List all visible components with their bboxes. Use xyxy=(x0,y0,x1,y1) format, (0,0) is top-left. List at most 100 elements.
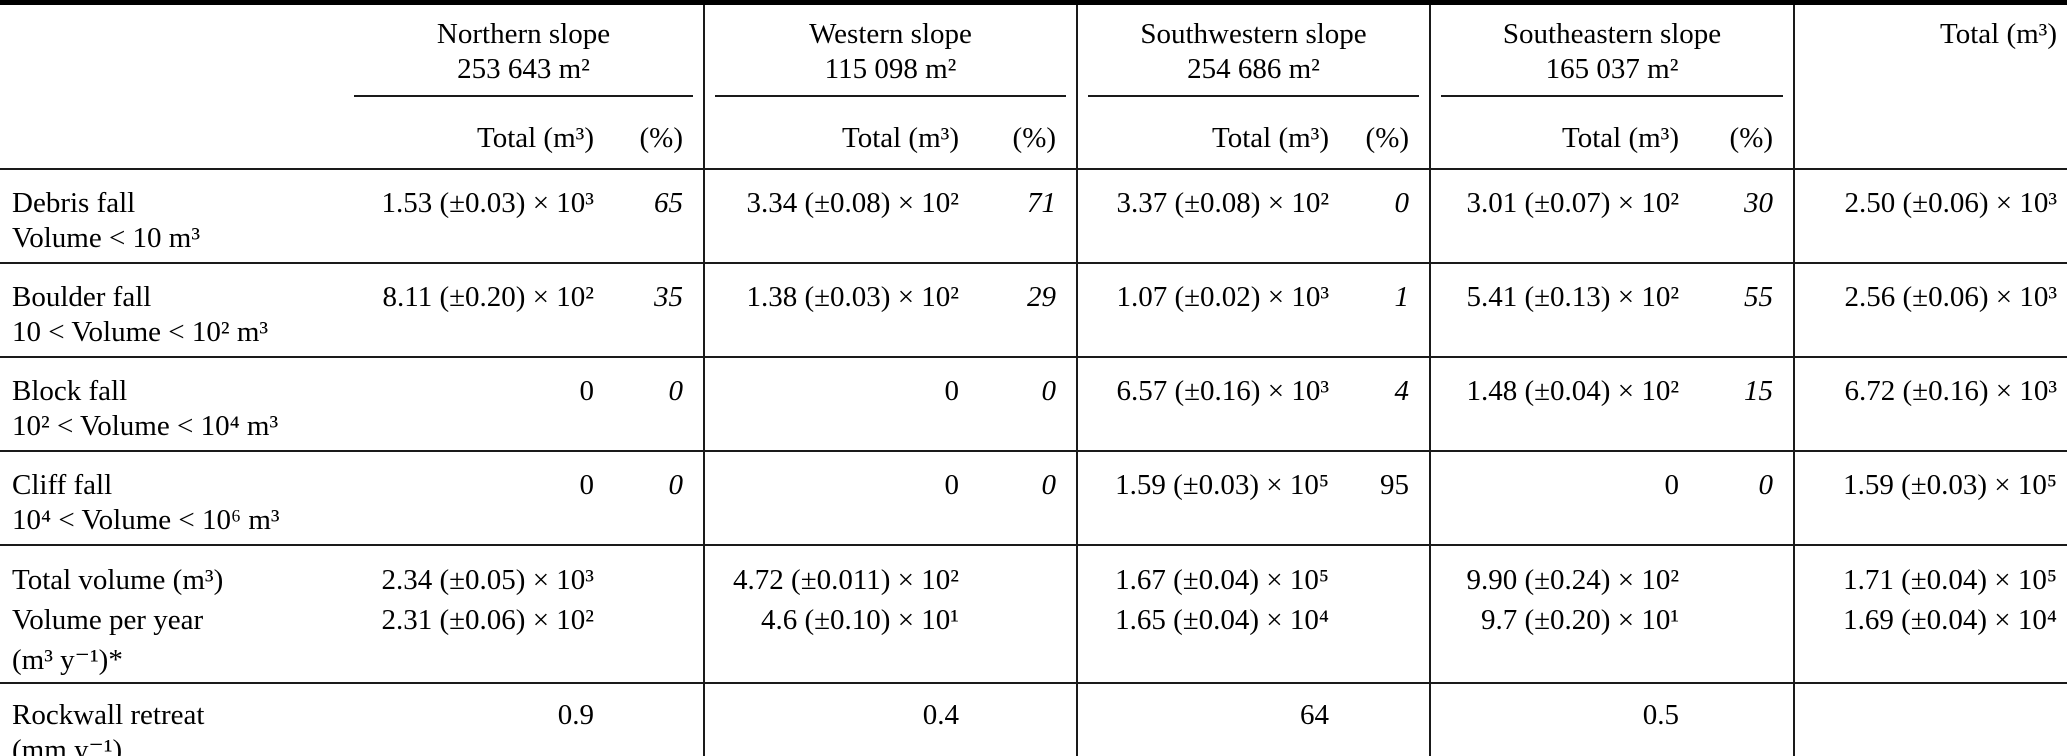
row-label: Total volume (m³) xyxy=(12,564,224,596)
total-cell: 3.34 (±0.08) × 10² xyxy=(703,169,985,263)
volume-per-year-value: 4.6 (±0.10) × 10¹ xyxy=(760,604,959,636)
total-cell: 4.72 (±0.011) × 10² 4.6 (±0.10) × 10¹ xyxy=(703,545,985,683)
pct-cell xyxy=(1705,545,1794,683)
subheader-total: Total (m³) xyxy=(344,107,620,170)
total-cell: 0 xyxy=(1429,451,1706,545)
row-label: Debris fall xyxy=(12,187,136,219)
group-area: 115 098 m² xyxy=(824,53,957,85)
row-label-cell: Block fall 10² < Volume < 10⁴ m³ xyxy=(0,357,344,451)
row-label-cell: Boulder fall 10 < Volume < 10² m³ xyxy=(0,263,344,357)
row-label: Cliff fall xyxy=(12,469,113,501)
row-label: (m³ y⁻¹)* xyxy=(12,644,123,676)
total-cell: 3.37 (±0.08) × 10² xyxy=(1076,169,1356,263)
pct-cell: 0 xyxy=(1041,375,1057,407)
subheader-total: Total (m³) xyxy=(703,107,985,170)
subheader-total: Total (m³) xyxy=(1429,107,1706,170)
row-label-cell: Rockwall retreat (mm y⁻¹) xyxy=(0,683,344,756)
total-cell: 9.90 (±0.24) × 10² 9.7 (±0.20) × 10¹ xyxy=(1429,545,1706,683)
grand-subheader-empty xyxy=(1793,107,2067,170)
group-title: Southeastern slope xyxy=(1502,18,1722,50)
row-boulder-fall: Boulder fall 10 < Volume < 10² m³ 8.11 (… xyxy=(0,263,2067,357)
pct-cell xyxy=(1355,683,1430,756)
total-cell: 1.67 (±0.04) × 10⁵ 1.65 (±0.04) × 10⁴ xyxy=(1076,545,1356,683)
volume-per-year-value: 9.7 (±0.20) × 10¹ xyxy=(1480,604,1680,636)
label-column-header-empty xyxy=(0,3,344,108)
volume-per-year-value: 1.65 (±0.04) × 10⁴ xyxy=(1115,604,1330,636)
grand-cell: 2.50 (±0.06) × 10³ xyxy=(1793,169,2067,263)
pct-cell: 0 xyxy=(1758,469,1774,501)
row-volume-range: Volume < 10 m³ xyxy=(12,222,201,254)
pct-cell xyxy=(1705,683,1794,756)
total-volume-value: 4.72 (±0.011) × 10² xyxy=(733,564,959,596)
row-totals: Total volume (m³) Volume per year (m³ y⁻… xyxy=(0,545,2067,683)
total-cell: 1.38 (±0.03) × 10² xyxy=(703,263,985,357)
pct-cell: 15 xyxy=(1744,375,1774,407)
total-volume-value: 2.34 (±0.05) × 10³ xyxy=(381,564,594,596)
row-block-fall: Block fall 10² < Volume < 10⁴ m³ 0 0 0 0… xyxy=(0,357,2067,451)
total-cell: 64 xyxy=(1076,683,1356,756)
pct-cell: 30 xyxy=(1744,187,1774,219)
pct-cell: 0 xyxy=(1394,187,1410,219)
pct-cell: 0 xyxy=(668,469,684,501)
row-volume-range: 10⁴ < Volume < 10⁶ m³ xyxy=(12,504,280,536)
total-cell: 1.59 (±0.03) × 10⁵ xyxy=(1076,451,1356,545)
row-label: Boulder fall xyxy=(12,281,152,313)
pct-cell: 55 xyxy=(1744,281,1774,313)
row-label: (mm y⁻¹) xyxy=(12,734,123,756)
row-label-cell: Cliff fall 10⁴ < Volume < 10⁶ m³ xyxy=(0,451,344,545)
row-label: Volume per year xyxy=(12,604,204,636)
subheader-pct: (%) xyxy=(985,107,1078,170)
grand-cell: 2.56 (±0.06) × 10³ xyxy=(1793,263,2067,357)
pct-cell: 35 xyxy=(654,281,683,313)
pct-cell xyxy=(985,683,1077,756)
grand-cell xyxy=(1793,683,2067,756)
row-debris-fall: Debris fall Volume < 10 m³ 1.53 (±0.03) … xyxy=(0,169,2067,263)
row-rockwall-retreat: Rockwall retreat (mm y⁻¹) 0.9 0.4 64 0.5 xyxy=(0,683,2067,756)
row-volume-range: 10 < Volume < 10² m³ xyxy=(12,316,269,348)
total-cell: 8.11 (±0.20) × 10² xyxy=(382,281,594,313)
group-title: Western slope xyxy=(809,18,972,50)
grand-cell: 1.59 (±0.03) × 10⁵ xyxy=(1793,451,2067,545)
pct-cell: 4 xyxy=(1394,375,1410,407)
pct-cell xyxy=(1355,545,1430,683)
pct-cell xyxy=(620,683,704,756)
row-cliff-fall: Cliff fall 10⁴ < Volume < 10⁶ m³ 0 0 0 0… xyxy=(0,451,2067,545)
subheader-row: Total (m³) (%) Total (m³) (%) Total (m³)… xyxy=(0,107,2067,170)
total-cell: 1.07 (±0.02) × 10³ xyxy=(1076,263,1356,357)
total-cell: 1.53 (±0.03) × 10³ xyxy=(381,187,594,219)
row-label-cell: Debris fall Volume < 10 m³ xyxy=(0,169,344,263)
pct-cell: 71 xyxy=(1027,187,1057,219)
pct-cell: 0 xyxy=(668,375,684,407)
column-group-southwestern: Southwestern slope 254 686 m² xyxy=(1076,2,1431,107)
subheader-pct: (%) xyxy=(620,107,704,170)
label-subheader-empty xyxy=(0,107,344,170)
total-volume-value: 1.67 (±0.04) × 10⁵ xyxy=(1115,564,1330,596)
column-group-western: Western slope 115 098 m² xyxy=(702,2,1078,107)
total-cell: 0.4 xyxy=(703,683,985,756)
pct-cell: 0 xyxy=(1041,469,1057,501)
pct-cell: 95 xyxy=(1380,469,1410,501)
total-volume-value: 9.90 (±0.24) × 10² xyxy=(1466,564,1680,596)
total-cell: 0 xyxy=(579,375,595,407)
group-area: 165 037 m² xyxy=(1545,53,1679,85)
row-label: Block fall xyxy=(12,375,128,407)
group-title: Northern slope xyxy=(436,18,611,50)
subheader-pct: (%) xyxy=(1705,107,1795,170)
subheader-pct: (%) xyxy=(1355,107,1431,170)
volume-per-year-value: 1.69 (±0.04) × 10⁴ xyxy=(1843,604,2058,636)
row-volume-range: 10² < Volume < 10⁴ m³ xyxy=(12,410,279,442)
total-cell: 0.5 xyxy=(1429,683,1706,756)
group-area: 254 686 m² xyxy=(1187,53,1320,85)
total-cell: 6.57 (±0.16) × 10³ xyxy=(1076,357,1356,451)
total-cell: 5.41 (±0.13) × 10² xyxy=(1429,263,1706,357)
grand-total-column-header: Total (m³) xyxy=(1793,2,2067,107)
total-cell: 0 xyxy=(579,469,595,501)
grand-cell: 6.72 (±0.16) × 10³ xyxy=(1793,357,2067,451)
grand-cell: 1.71 (±0.04) × 10⁵ 1.69 (±0.04) × 10⁴ xyxy=(1793,545,2067,683)
total-cell: 1.48 (±0.04) × 10² xyxy=(1429,357,1706,451)
group-title: Southwestern slope xyxy=(1140,18,1367,50)
pct-cell xyxy=(620,545,704,683)
row-label-cell: Total volume (m³) Volume per year (m³ y⁻… xyxy=(0,545,344,683)
